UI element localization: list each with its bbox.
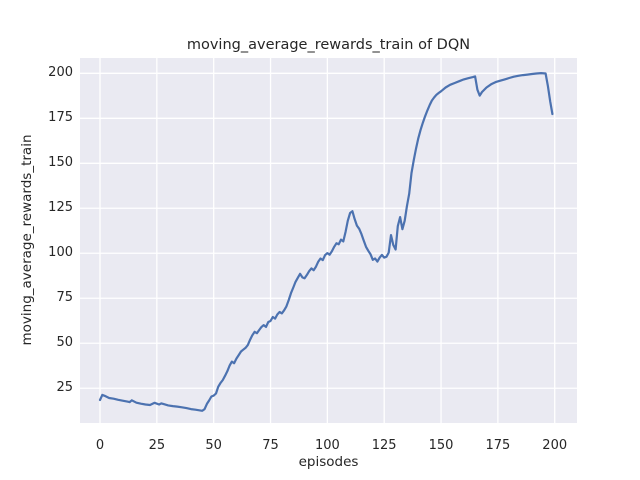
y-tick-label: 75 — [56, 290, 73, 306]
axes-background — [80, 58, 577, 423]
y-tick-label: 25 — [56, 380, 73, 396]
dqn-reward-line — [98, 71, 554, 412]
chart-title: moving_average_rewards_train of DQN — [186, 37, 471, 53]
x-axis-label: episodes — [298, 454, 359, 470]
x-tick-label: 125 — [371, 438, 397, 453]
x-tick-label: 200 — [542, 438, 568, 453]
x-tick-label: 175 — [485, 438, 511, 453]
y-tick-label: 125 — [48, 200, 73, 216]
x-tick-label: 75 — [262, 438, 279, 453]
x-tick-label: 150 — [428, 438, 454, 453]
y-tick-label: 175 — [48, 110, 73, 126]
x-tick-label: 50 — [205, 438, 222, 453]
y-tick-label: 200 — [48, 65, 73, 81]
y-tick-label: 100 — [48, 245, 73, 261]
x-tick-label: 25 — [148, 438, 166, 453]
x-tick-label: 100 — [314, 438, 340, 453]
y-tick-label: 150 — [48, 155, 73, 171]
x-tick-label: 0 — [95, 438, 105, 453]
y-tick-label: 50 — [56, 335, 73, 351]
